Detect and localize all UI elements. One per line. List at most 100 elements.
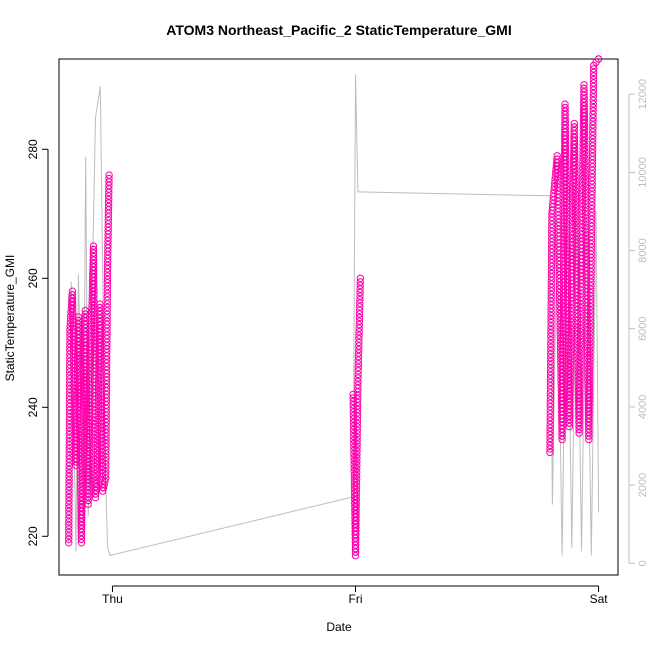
data-point (586, 331, 594, 339)
data-point (581, 147, 589, 156)
data-point (103, 345, 111, 353)
data-point (580, 95, 588, 103)
data-point (349, 418, 358, 427)
data-point (575, 394, 584, 402)
data-point (103, 268, 112, 277)
data-point (546, 396, 555, 404)
data-point (105, 185, 113, 193)
left-tick-label: 260 (26, 268, 40, 288)
data-point (104, 233, 112, 242)
data-point (581, 144, 589, 152)
data-point (352, 482, 361, 490)
data-point (102, 383, 111, 392)
data-point (76, 407, 84, 415)
data-point (566, 360, 575, 368)
data-point (587, 247, 595, 255)
data-point (94, 443, 102, 451)
data-point (96, 321, 104, 329)
data-point (578, 234, 586, 242)
data-point (576, 373, 584, 382)
data-point (89, 242, 98, 250)
data-point (547, 287, 555, 295)
data-point (102, 453, 110, 461)
data-point (565, 419, 574, 427)
data-point (586, 369, 594, 377)
right-tick-label: 8000 (637, 238, 649, 262)
data-point (561, 146, 570, 154)
data-point (104, 206, 113, 214)
data-point (587, 292, 595, 300)
data-point (586, 334, 594, 342)
data-point (546, 448, 554, 457)
data-point (104, 202, 113, 211)
data-point (587, 278, 595, 286)
data-point (103, 296, 112, 304)
data-point (97, 392, 106, 400)
data-point (580, 119, 589, 128)
data-point (76, 414, 84, 422)
data-point (571, 147, 579, 156)
data-point (354, 363, 362, 371)
data-point (97, 399, 106, 407)
data-point (65, 423, 74, 432)
data-point (566, 391, 574, 399)
data-point (547, 297, 555, 306)
data-point (103, 362, 111, 371)
data-point (575, 405, 584, 413)
data-point (568, 252, 576, 260)
data-point (566, 388, 574, 396)
data-point (104, 213, 113, 221)
data-point (65, 490, 73, 498)
data-point (352, 506, 360, 515)
data-point (588, 156, 597, 164)
data-point (105, 174, 113, 183)
data-point (561, 121, 569, 129)
data-point (102, 408, 111, 416)
data-point (84, 500, 92, 508)
data-point (105, 195, 113, 204)
data-point (562, 170, 570, 179)
data-point (578, 227, 586, 235)
data-point (587, 261, 595, 269)
right-tick-label: 2000 (637, 473, 649, 497)
data-point (102, 380, 111, 388)
data-point (587, 264, 595, 272)
data-point (102, 404, 111, 413)
data-point (586, 362, 594, 370)
data-point (102, 418, 110, 427)
data-point (554, 218, 563, 227)
data-point (68, 287, 77, 295)
data-point (572, 253, 581, 261)
secondary-line-series (68, 74, 600, 557)
data-point (580, 91, 588, 100)
data-point (561, 125, 569, 133)
data-point (547, 343, 555, 351)
data-point (571, 200, 580, 209)
data-point (98, 434, 106, 442)
data-point (354, 388, 362, 396)
data-point (562, 160, 570, 168)
data-point (576, 356, 584, 364)
left-tick-label: 240 (26, 397, 40, 417)
data-point (576, 370, 584, 378)
data-point (353, 423, 361, 431)
data-point (586, 310, 595, 318)
left-tick-label: 220 (26, 526, 40, 546)
data-point (65, 500, 73, 509)
data-point (566, 370, 574, 379)
data-point (103, 352, 111, 360)
data-point (575, 391, 584, 399)
data-point (353, 430, 361, 438)
data-point (92, 490, 100, 498)
data-point (571, 193, 580, 202)
data-point (570, 137, 579, 145)
data-point (354, 360, 363, 368)
data-point (75, 379, 84, 387)
data-point (547, 283, 555, 292)
data-point (553, 169, 562, 178)
data-point (355, 313, 364, 322)
data-point (78, 521, 86, 529)
data-point (352, 520, 360, 528)
data-point (586, 324, 594, 332)
data-point (580, 81, 588, 89)
